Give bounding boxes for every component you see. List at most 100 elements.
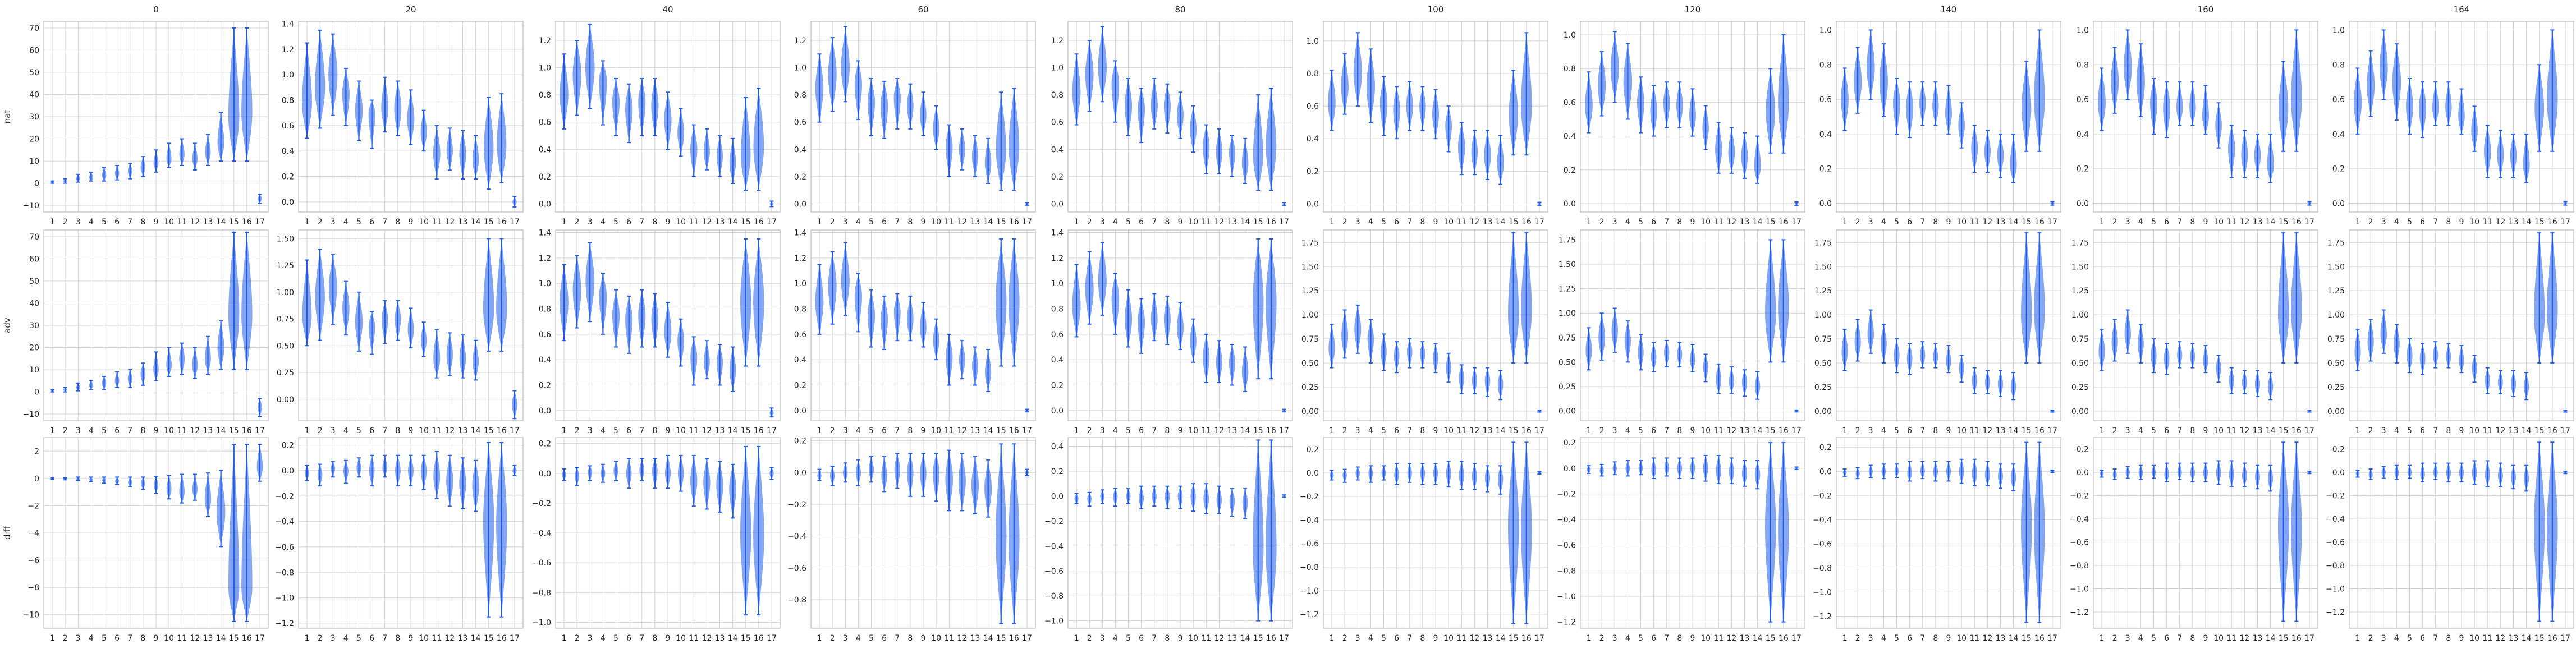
violin [1894, 338, 1900, 374]
x-tick-label: 11 [2226, 634, 2236, 643]
violin [1881, 463, 1886, 480]
x-tick-label: 7 [127, 634, 132, 643]
subplot-nat-40: 0.00.20.40.60.81.01.21 2 3 4 5 6 7 8 9 10 11 12 13 14… [539, 21, 781, 227]
violin [2278, 441, 2289, 622]
x-tick-label: 7 [382, 426, 387, 435]
violin [1754, 460, 1761, 490]
violin [753, 445, 764, 616]
y-tick-label: 0.0 [1307, 200, 1319, 209]
x-tick-label: 4 [601, 426, 606, 435]
violin [572, 40, 581, 116]
x-tick-label: 7 [2177, 634, 2182, 643]
x-tick-label: 15 [2534, 634, 2545, 643]
x-tick-label: 16 [1009, 426, 1019, 435]
x-tick-label: 9 [666, 426, 671, 435]
x-tick-label: 3 [1100, 426, 1105, 435]
x-tick-label: 3 [2125, 218, 2130, 227]
violin [716, 461, 723, 513]
violin [2254, 370, 2261, 398]
violin [907, 453, 914, 497]
x-tick-label: 11 [1713, 218, 1724, 227]
x-tick-label: 10 [1188, 218, 1198, 227]
y-tick-label: 0 [34, 388, 39, 397]
y-tick-label: 0.0 [2077, 468, 2089, 477]
x-tick-label: 9 [154, 218, 159, 227]
violin [1894, 463, 1899, 479]
y-tick-label: 1.75 [2071, 238, 2089, 247]
subplot-adv-140: 0.000.250.500.751.001.251.501.751 2 3 4 5 6 7 8… [1814, 229, 2061, 435]
axes-frame [810, 229, 1036, 421]
violin [2407, 464, 2412, 479]
violin [2021, 232, 2032, 364]
x-tick-label: 4 [601, 218, 606, 227]
violin [2227, 125, 2235, 178]
violin [560, 53, 569, 130]
axes-frame [2349, 437, 2574, 629]
violin [1472, 367, 1477, 394]
x-tick-label: 5 [1894, 634, 1899, 643]
x-tick-label: 14 [983, 634, 993, 643]
y-tick-label: 0.6 [1819, 95, 1832, 104]
y-tick-label: 1.0 [539, 279, 551, 288]
violin [2291, 29, 2302, 152]
violin [2176, 81, 2183, 126]
y-tick-label: 1.2 [539, 36, 551, 45]
x-tick-label: 14 [1496, 218, 1506, 227]
violin [1098, 26, 1107, 103]
violin [102, 476, 107, 484]
violin [2547, 441, 2558, 622]
y-tick-label: 1.2 [794, 36, 806, 45]
x-tick-label: 13 [2509, 218, 2519, 227]
x-tick-label: 6 [114, 634, 120, 643]
violin [2355, 470, 2360, 478]
subplot-diff-20: −1.2−1.0−0.8−0.6−0.4−0.20.00.21 2 3 4 5 6 7 8 9 1… [275, 437, 524, 643]
violin [1537, 410, 1542, 413]
y-tick-label: 20 [29, 135, 39, 144]
violin [651, 78, 659, 136]
violin [703, 458, 711, 510]
violin [2534, 64, 2545, 152]
subplot-nat-60: 0.00.20.40.60.81.01.21 2 3 4 5 6 7 8 9 10 11 12 13 14… [794, 21, 1036, 227]
x-tick-label: 14 [471, 634, 481, 643]
y-tick-label: −0.4 [2070, 515, 2089, 524]
x-tick-label: 7 [382, 634, 387, 643]
y-tick-label: 0.0 [539, 407, 551, 416]
x-tick-label: 14 [216, 426, 226, 435]
x-tick-label: 2 [1599, 426, 1605, 435]
x-tick-label: 10 [1956, 426, 1967, 435]
x-tick-label: 17 [1534, 634, 1544, 643]
x-tick-label: 13 [203, 634, 213, 643]
violin [1445, 105, 1452, 153]
violin [2497, 130, 2504, 178]
x-tick-label: 10 [1956, 634, 1967, 643]
violin [1677, 342, 1683, 368]
violin [1984, 130, 1991, 173]
violin [2242, 370, 2247, 394]
violin [1794, 201, 1799, 206]
y-tick-label: 0.4 [1307, 135, 1319, 144]
violin [971, 135, 979, 177]
column-title: 40 [662, 4, 673, 15]
y-tick-label: 1.00 [2071, 311, 2089, 320]
violin [599, 273, 607, 335]
y-tick-label: 0.0 [794, 407, 806, 416]
x-tick-label: 12 [957, 426, 967, 435]
violin [1354, 304, 1362, 354]
y-tick-label: 0.2 [2332, 445, 2345, 454]
y-tick-label: −0.8 [787, 596, 806, 605]
y-tick-label: −1.2 [2070, 608, 2089, 617]
x-tick-label: 9 [921, 634, 926, 643]
row-label: diff [2, 526, 12, 540]
x-tick-label: 4 [1368, 634, 1373, 643]
x-tick-label: 12 [1982, 634, 1992, 643]
y-tick-label: −1.0 [2326, 585, 2345, 594]
x-tick-label: 7 [1152, 426, 1157, 435]
y-tick-label: −1.0 [1557, 592, 1576, 601]
violin [179, 342, 185, 375]
y-tick-label: 1.4 [282, 20, 294, 29]
y-tick-label: −1.0 [2070, 585, 2089, 594]
violin [1163, 83, 1171, 134]
column-title: 60 [918, 4, 928, 15]
y-tick-label: 0.0 [282, 198, 294, 207]
x-tick-label: 14 [2522, 426, 2532, 435]
